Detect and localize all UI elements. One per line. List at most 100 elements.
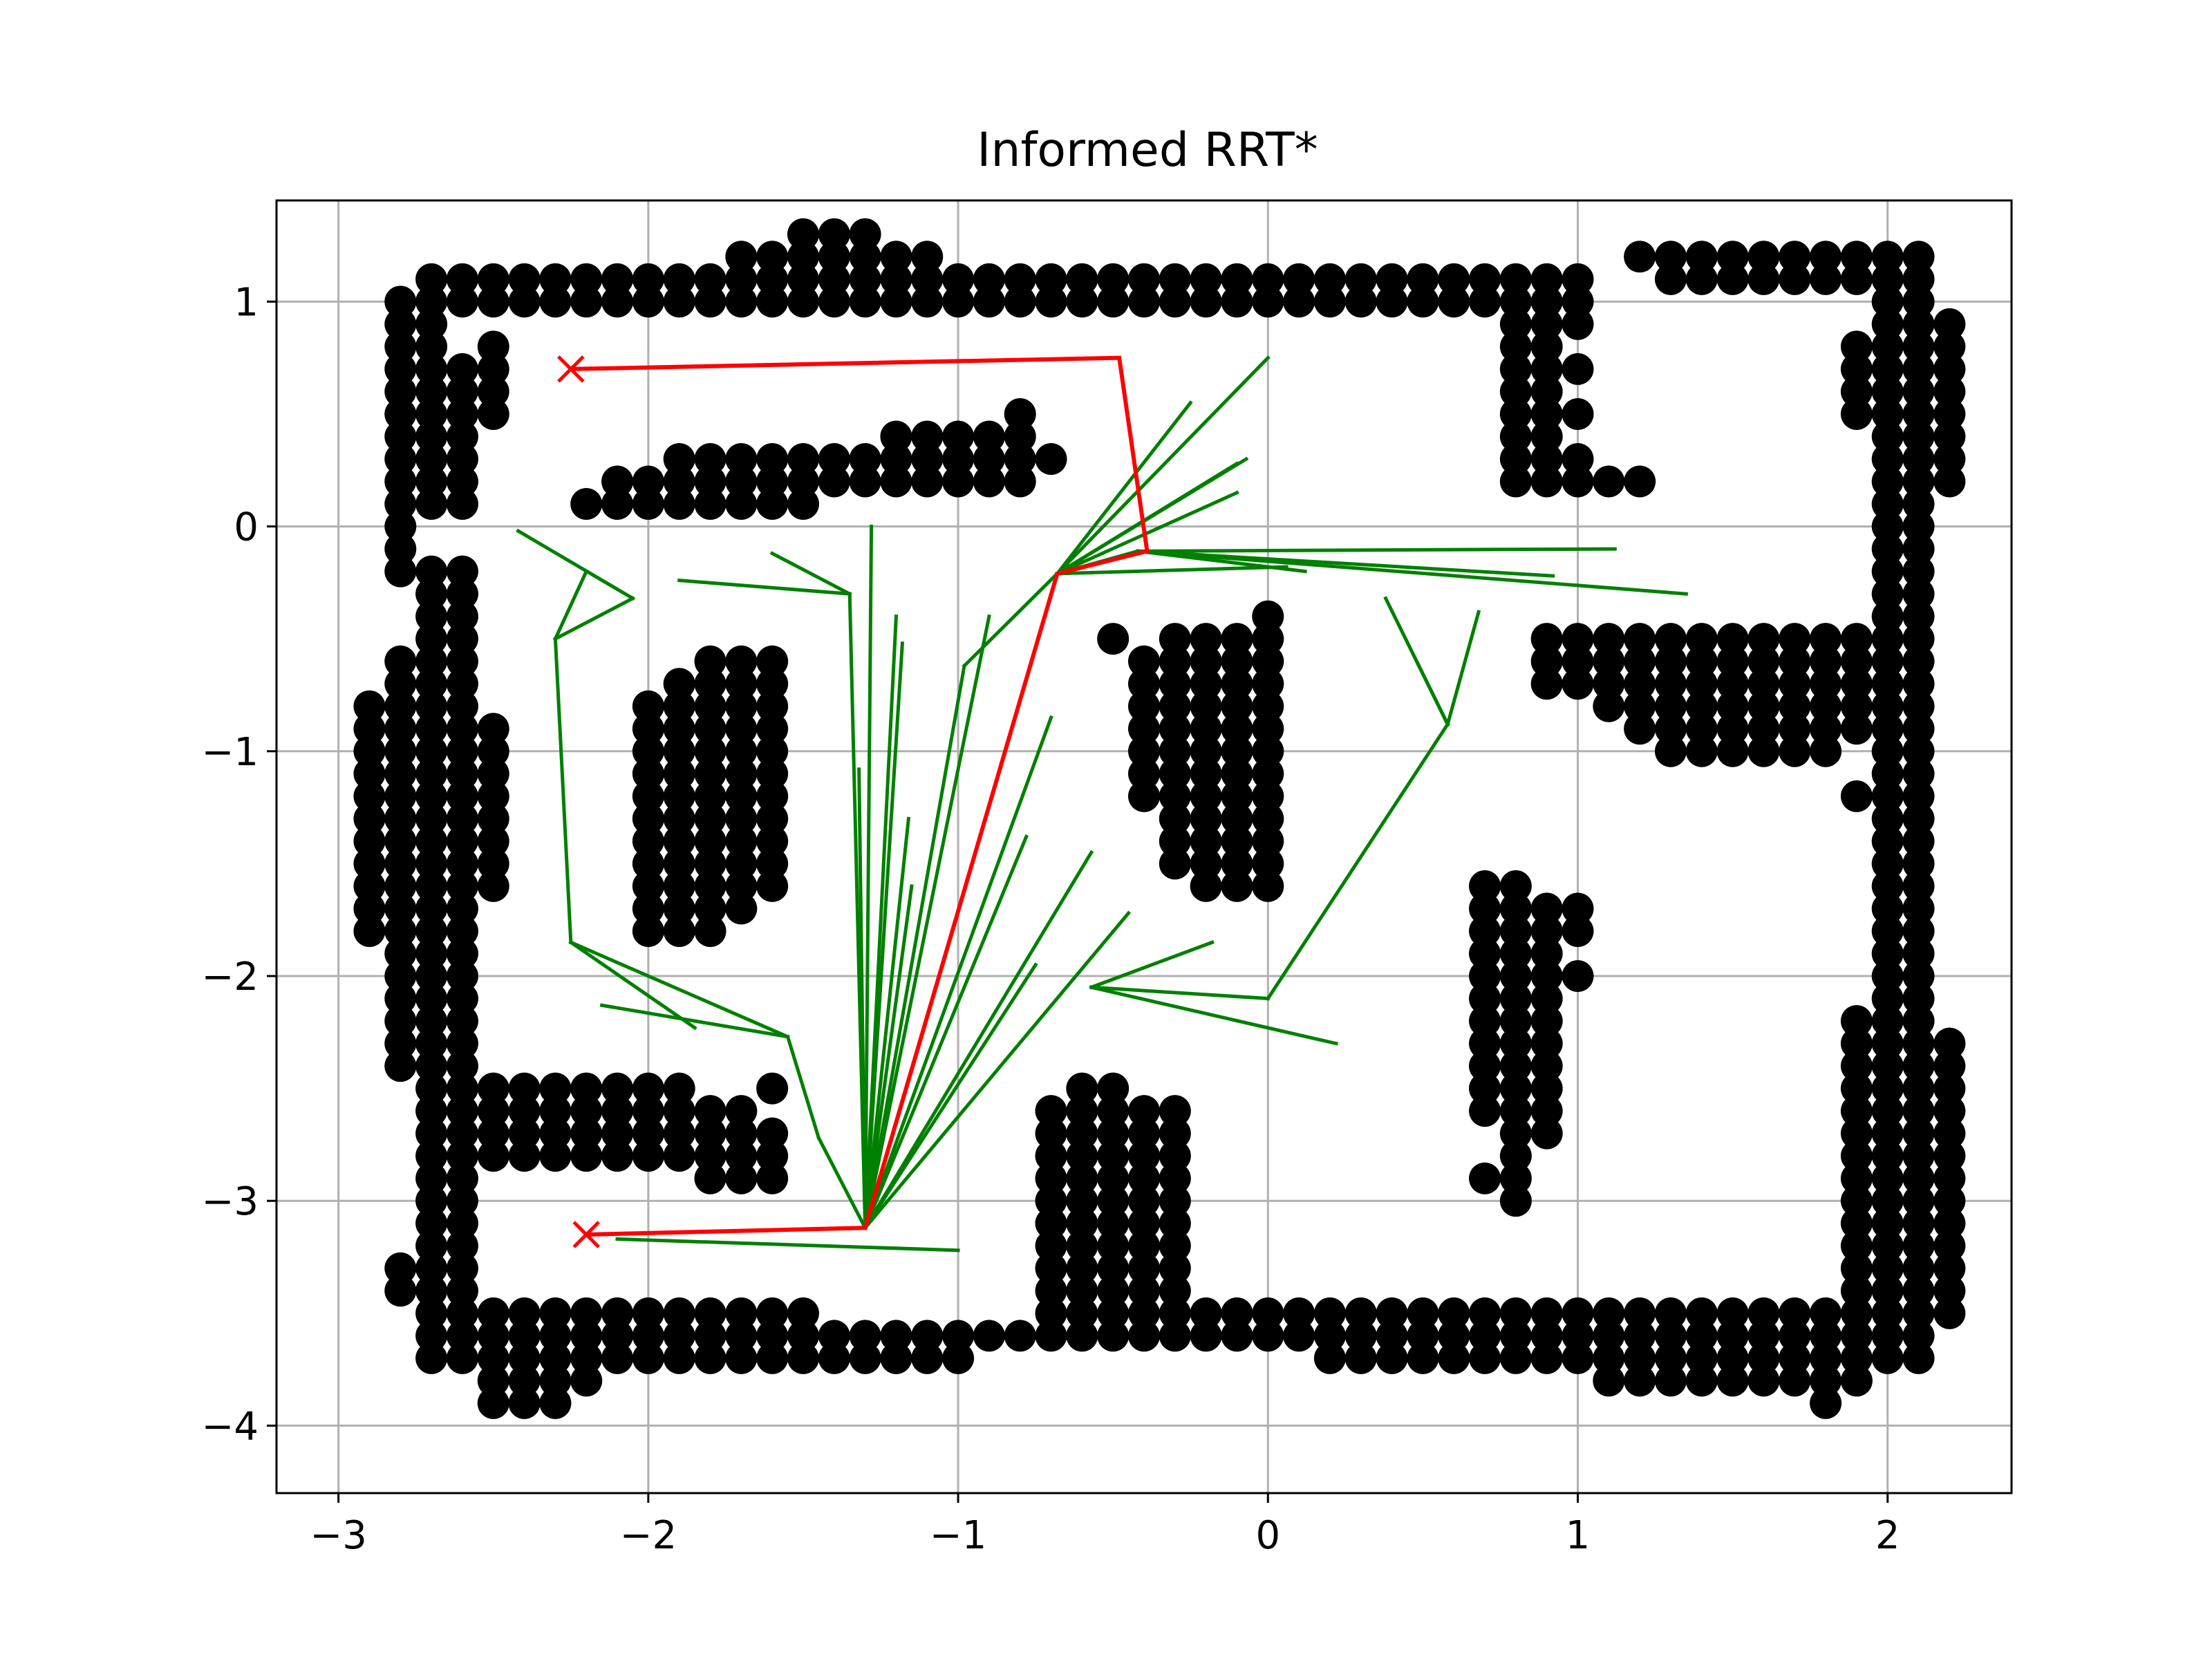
obstacle-point: [1840, 1297, 1873, 1329]
obstacle-point: [973, 443, 1005, 475]
obstacle-point: [1840, 1342, 1873, 1374]
obstacle-point: [880, 285, 912, 318]
obstacle-point: [1190, 825, 1222, 857]
x-tick-label: −1: [930, 1513, 987, 1558]
obstacle-point: [663, 668, 695, 700]
obstacle-point: [1716, 241, 1749, 273]
obstacle-point: [1530, 668, 1563, 700]
obstacle-point: [1902, 645, 1935, 677]
obstacle-point: [415, 645, 448, 677]
obstacle-point: [663, 1117, 695, 1150]
obstacle-point: [1654, 713, 1687, 745]
obstacle-point: [1407, 285, 1439, 318]
obstacle-point: [415, 982, 448, 1015]
obstacle-point: [1530, 330, 1563, 363]
obstacle-point: [415, 735, 448, 767]
obstacle-point: [1499, 915, 1532, 947]
obstacle-point: [1779, 735, 1811, 767]
obstacle-point: [1499, 1162, 1532, 1194]
obstacle-point: [1716, 690, 1749, 722]
obstacle-point: [1810, 1342, 1842, 1374]
obstacle-point: [1221, 847, 1253, 880]
obstacle-point: [756, 1297, 789, 1329]
obstacle-point: [1252, 713, 1284, 745]
obstacle-point: [849, 241, 881, 273]
obstacle-point: [384, 488, 417, 521]
obstacle-point: [1221, 780, 1253, 812]
obstacle-point: [1902, 555, 1935, 588]
obstacle-point: [1128, 1117, 1160, 1150]
obstacle-point: [1902, 375, 1935, 408]
obstacle-point: [632, 915, 664, 947]
obstacle-point: [1313, 285, 1346, 318]
obstacle-point: [384, 825, 417, 857]
obstacle-point: [1933, 443, 1966, 475]
obstacle-point: [1871, 780, 1904, 812]
obstacle-point: [1902, 690, 1935, 722]
obstacle-point: [1469, 1297, 1501, 1329]
obstacle-point: [570, 285, 603, 318]
obstacle-point: [849, 443, 881, 475]
obstacle-point: [725, 780, 758, 812]
obstacle-point: [1499, 960, 1532, 992]
obstacle-point: [1499, 892, 1532, 925]
obstacle-point: [601, 1297, 634, 1329]
obstacle-point: [725, 263, 758, 295]
obstacle-point: [1840, 1005, 1873, 1038]
obstacle-point: [973, 285, 1005, 318]
obstacle-point: [1159, 263, 1191, 295]
obstacle-point: [446, 645, 478, 677]
obstacle-point: [1902, 1072, 1935, 1105]
obstacle-point: [415, 758, 448, 790]
obstacle-point: [1097, 1185, 1130, 1217]
obstacle-point: [1902, 623, 1935, 655]
obstacle-point: [1902, 1275, 1935, 1307]
obstacle-point: [539, 1095, 572, 1127]
obstacle-point: [1066, 1320, 1098, 1352]
obstacle-point: [1562, 465, 1594, 498]
obstacle-point: [353, 690, 386, 722]
obstacle-point: [1469, 1072, 1501, 1105]
obstacle-point: [756, 263, 789, 295]
obstacle-point: [384, 915, 417, 947]
obstacle-point: [384, 1275, 417, 1307]
obstacle-point: [1871, 1027, 1904, 1060]
obstacle-point: [539, 1365, 572, 1397]
obstacle-point: [1840, 1207, 1873, 1239]
obstacle-point: [446, 668, 478, 700]
tree-edge: [1054, 355, 1271, 577]
tree-edge: [785, 1034, 821, 1141]
obstacle-point: [1871, 375, 1904, 408]
obstacle-point: [1004, 465, 1036, 498]
obstacle-point: [1593, 1342, 1625, 1374]
obstacle-point: [1035, 1117, 1067, 1150]
obstacle-point: [1283, 263, 1315, 295]
obstacle-point: [1840, 645, 1873, 677]
obstacle-point: [818, 218, 850, 250]
obstacle-point: [1190, 623, 1222, 655]
obstacle-point: [756, 1117, 789, 1150]
obstacle-point: [1128, 1140, 1160, 1172]
obstacle-point: [756, 1140, 789, 1172]
obstacle-point: [1933, 1185, 1966, 1217]
obstacle-point: [446, 578, 478, 610]
obstacle-point: [1871, 1297, 1904, 1329]
obstacle-point: [1035, 1252, 1067, 1284]
obstacle-point: [539, 1140, 572, 1172]
obstacle-point: [446, 488, 478, 521]
obstacle-point: [1159, 1320, 1191, 1352]
obstacle-point: [1840, 1050, 1873, 1082]
obstacle-point: [477, 330, 509, 363]
obstacle-point: [1871, 353, 1904, 385]
obstacle-point: [725, 1342, 758, 1374]
obstacle-point: [694, 285, 727, 318]
obstacle-point: [446, 1117, 478, 1150]
obstacle-point: [1066, 1072, 1098, 1105]
obstacle-point: [1159, 1162, 1191, 1194]
obstacle-point: [1902, 847, 1935, 880]
obstacle-point: [1871, 1095, 1904, 1127]
obstacle-point: [1159, 645, 1191, 677]
obstacle-point: [756, 847, 789, 880]
obstacle-point: [415, 1275, 448, 1307]
tree-edge: [863, 664, 966, 1230]
